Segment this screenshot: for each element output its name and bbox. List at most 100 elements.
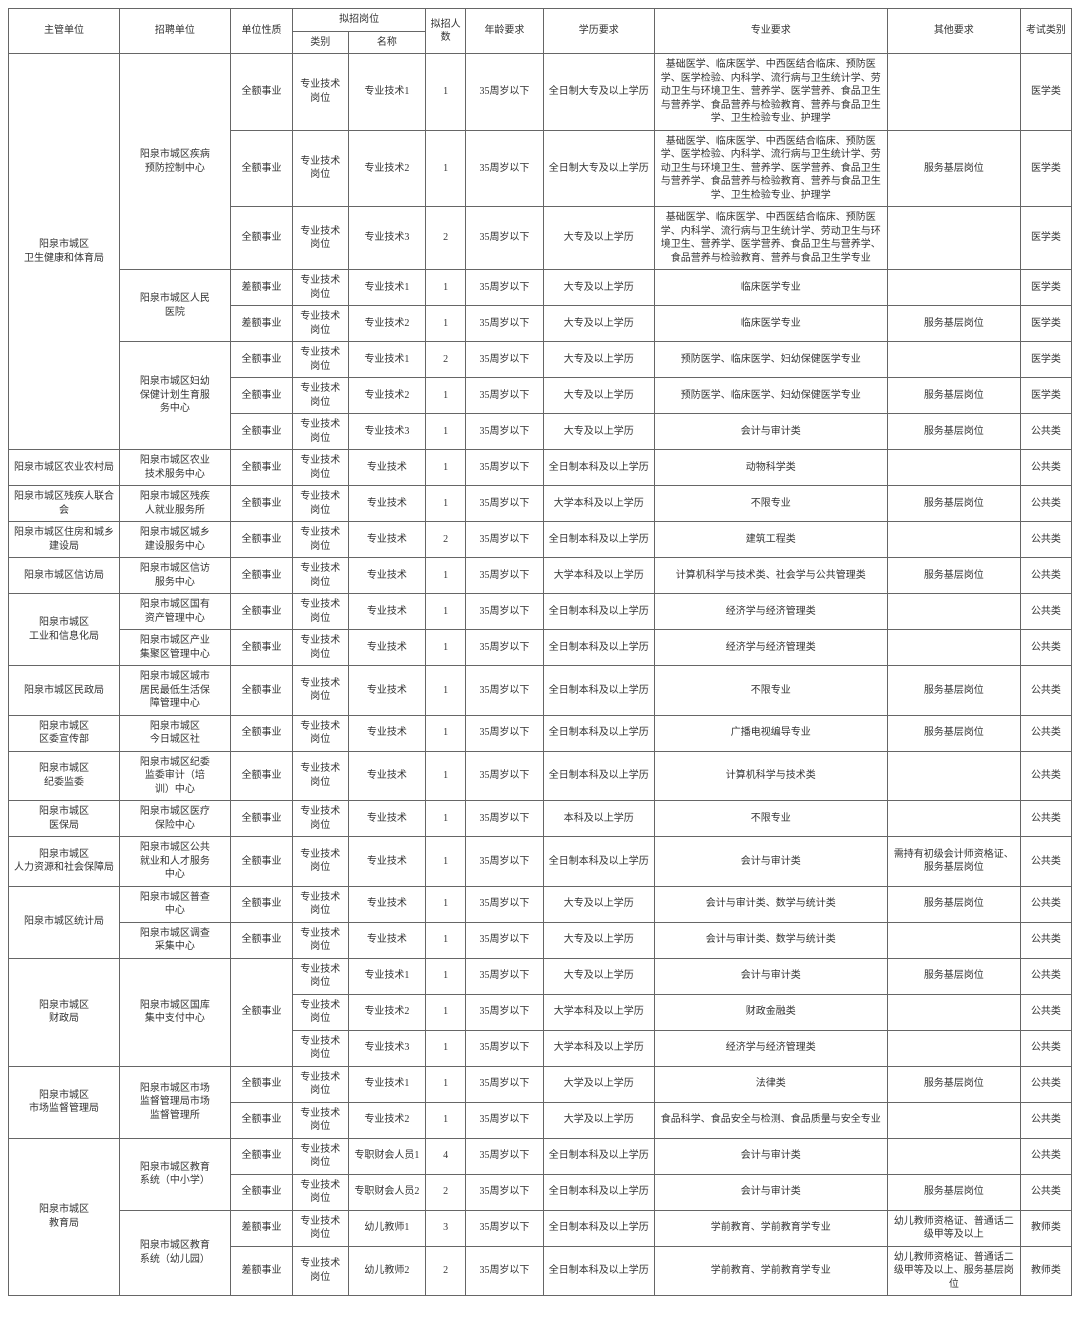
cell-other xyxy=(887,270,1020,306)
cell-exam: 公共类 xyxy=(1020,630,1071,666)
cell-dept: 阳泉市城区财政局 xyxy=(9,958,120,1066)
cell-age: 35周岁以下 xyxy=(466,270,544,306)
cell-nature: 全额事业 xyxy=(230,414,292,450)
cell-edu: 全日制本科及以上学历 xyxy=(543,522,654,558)
cell-exam: 教师类 xyxy=(1020,1210,1071,1246)
recruitment-table: 主管单位 招聘单位 单位性质 拟招岗位 拟招人数 年龄要求 学历要求 专业要求 … xyxy=(8,8,1072,1296)
cell-cat: 专业技术岗位 xyxy=(293,130,348,207)
cell-num: 1 xyxy=(426,1102,466,1138)
cell-major: 临床医学专业 xyxy=(654,306,887,342)
cell-major: 基础医学、临床医学、中西医结合临床、预防医学、医学检验、内科学、流行病与卫生统计… xyxy=(654,130,887,207)
cell-num: 1 xyxy=(426,306,466,342)
table-row: 阳泉市城区教育局阳泉市城区教育系统（中小学）全额事业专业技术岗位专职财会人员14… xyxy=(9,1138,1072,1174)
cell-num: 1 xyxy=(426,837,466,887)
cell-post: 专业技术2 xyxy=(348,378,426,414)
cell-cat: 专业技术岗位 xyxy=(293,486,348,522)
cell-nature: 全额事业 xyxy=(230,1066,292,1102)
th-category: 类别 xyxy=(293,31,348,54)
cell-other: 服务基层岗位 xyxy=(887,414,1020,450)
cell-exam: 公共类 xyxy=(1020,922,1071,958)
cell-age: 35周岁以下 xyxy=(466,958,544,994)
cell-major: 基础医学、临床医学、中西医结合临床、预防医学、医学检验、内科学、流行病与卫生统计… xyxy=(654,54,887,131)
cell-edu: 全日制本科及以上学历 xyxy=(543,1246,654,1296)
cell-other xyxy=(887,594,1020,630)
cell-exam: 公共类 xyxy=(1020,1066,1071,1102)
cell-edu: 大学本科及以上学历 xyxy=(543,994,654,1030)
cell-cat: 专业技术岗位 xyxy=(293,958,348,994)
cell-nature: 全额事业 xyxy=(230,558,292,594)
cell-major: 学前教育、学前教育学专业 xyxy=(654,1246,887,1296)
cell-cat: 专业技术岗位 xyxy=(293,1138,348,1174)
cell-cat: 专业技术岗位 xyxy=(293,715,348,751)
cell-major: 建筑工程类 xyxy=(654,522,887,558)
cell-dept: 阳泉市城区医保局 xyxy=(9,801,120,837)
cell-post: 专业技术2 xyxy=(348,1102,426,1138)
cell-nature: 全额事业 xyxy=(230,666,292,716)
cell-exam: 公共类 xyxy=(1020,751,1071,801)
cell-major: 基础医学、临床医学、中西医结合临床、预防医学、内科学、流行病与卫生统计学、劳动卫… xyxy=(654,207,887,270)
cell-cat: 专业技术岗位 xyxy=(293,450,348,486)
cell-cat: 专业技术岗位 xyxy=(293,1030,348,1066)
cell-age: 35周岁以下 xyxy=(466,450,544,486)
cell-post: 专业技术1 xyxy=(348,342,426,378)
cell-post: 专业技术 xyxy=(348,801,426,837)
cell-post: 专业技术 xyxy=(348,715,426,751)
cell-other xyxy=(887,1102,1020,1138)
cell-exam: 公共类 xyxy=(1020,1102,1071,1138)
cell-num: 1 xyxy=(426,801,466,837)
cell-nature: 全额事业 xyxy=(230,958,292,1066)
cell-num: 2 xyxy=(426,207,466,270)
cell-post: 专业技术3 xyxy=(348,207,426,270)
cell-post: 专业技术3 xyxy=(348,414,426,450)
cell-dept: 阳泉市城区教育局 xyxy=(9,1138,120,1296)
cell-age: 35周岁以下 xyxy=(466,994,544,1030)
cell-nature: 全额事业 xyxy=(230,801,292,837)
cell-cat: 专业技术岗位 xyxy=(293,306,348,342)
cell-num: 1 xyxy=(426,54,466,131)
cell-num: 3 xyxy=(426,1210,466,1246)
cell-edu: 大专及以上学历 xyxy=(543,886,654,922)
cell-edu: 大专及以上学历 xyxy=(543,414,654,450)
cell-num: 1 xyxy=(426,715,466,751)
cell-nature: 全额事业 xyxy=(230,486,292,522)
cell-exam: 公共类 xyxy=(1020,558,1071,594)
cell-other xyxy=(887,630,1020,666)
cell-cat: 专业技术岗位 xyxy=(293,522,348,558)
cell-other xyxy=(887,522,1020,558)
table-row: 阳泉市城区区委宣传部阳泉市城区今日城区社全额事业专业技术岗位专业技术135周岁以… xyxy=(9,715,1072,751)
cell-edu: 大专及以上学历 xyxy=(543,922,654,958)
cell-dept: 阳泉市城区统计局 xyxy=(9,886,120,958)
table-body: 阳泉市城区卫生健康和体育局阳泉市城区疾病预防控制中心全额事业专业技术岗位专业技术… xyxy=(9,54,1072,1296)
cell-dept: 阳泉市城区人力资源和社会保障局 xyxy=(9,837,120,887)
cell-num: 1 xyxy=(426,666,466,716)
cell-edu: 全日制本科及以上学历 xyxy=(543,837,654,887)
cell-dept: 阳泉市城区市场监督管理局 xyxy=(9,1066,120,1138)
cell-cat: 专业技术岗位 xyxy=(293,886,348,922)
cell-unit: 阳泉市城区市场监督管理局市场监督管理所 xyxy=(119,1066,230,1138)
cell-major: 经济学与经济管理类 xyxy=(654,630,887,666)
cell-exam: 公共类 xyxy=(1020,522,1071,558)
cell-major: 临床医学专业 xyxy=(654,270,887,306)
cell-exam: 公共类 xyxy=(1020,486,1071,522)
th-edu: 学历要求 xyxy=(543,9,654,54)
cell-cat: 专业技术岗位 xyxy=(293,1066,348,1102)
cell-post: 专业技术 xyxy=(348,630,426,666)
table-row: 阳泉市城区工业和信息化局阳泉市城区国有资产管理中心全额事业专业技术岗位专业技术1… xyxy=(9,594,1072,630)
cell-other: 服务基层岗位 xyxy=(887,886,1020,922)
cell-dept: 阳泉市城区区委宣传部 xyxy=(9,715,120,751)
cell-exam: 医学类 xyxy=(1020,130,1071,207)
cell-exam: 公共类 xyxy=(1020,594,1071,630)
table-row: 阳泉市城区卫生健康和体育局阳泉市城区疾病预防控制中心全额事业专业技术岗位专业技术… xyxy=(9,54,1072,131)
cell-cat: 专业技术岗位 xyxy=(293,1102,348,1138)
cell-unit: 阳泉市城区医疗保险中心 xyxy=(119,801,230,837)
cell-post: 专业技术2 xyxy=(348,130,426,207)
cell-major: 不限专业 xyxy=(654,486,887,522)
cell-cat: 专业技术岗位 xyxy=(293,1210,348,1246)
cell-unit: 阳泉市城区农业技术服务中心 xyxy=(119,450,230,486)
cell-post: 专业技术 xyxy=(348,486,426,522)
cell-age: 35周岁以下 xyxy=(466,1210,544,1246)
cell-other: 服务基层岗位 xyxy=(887,666,1020,716)
cell-cat: 专业技术岗位 xyxy=(293,54,348,131)
table-row: 阳泉市城区住房和城乡建设局阳泉市城区城乡建设服务中心全额事业专业技术岗位专业技术… xyxy=(9,522,1072,558)
cell-unit: 阳泉市城区教育系统（中小学） xyxy=(119,1138,230,1210)
